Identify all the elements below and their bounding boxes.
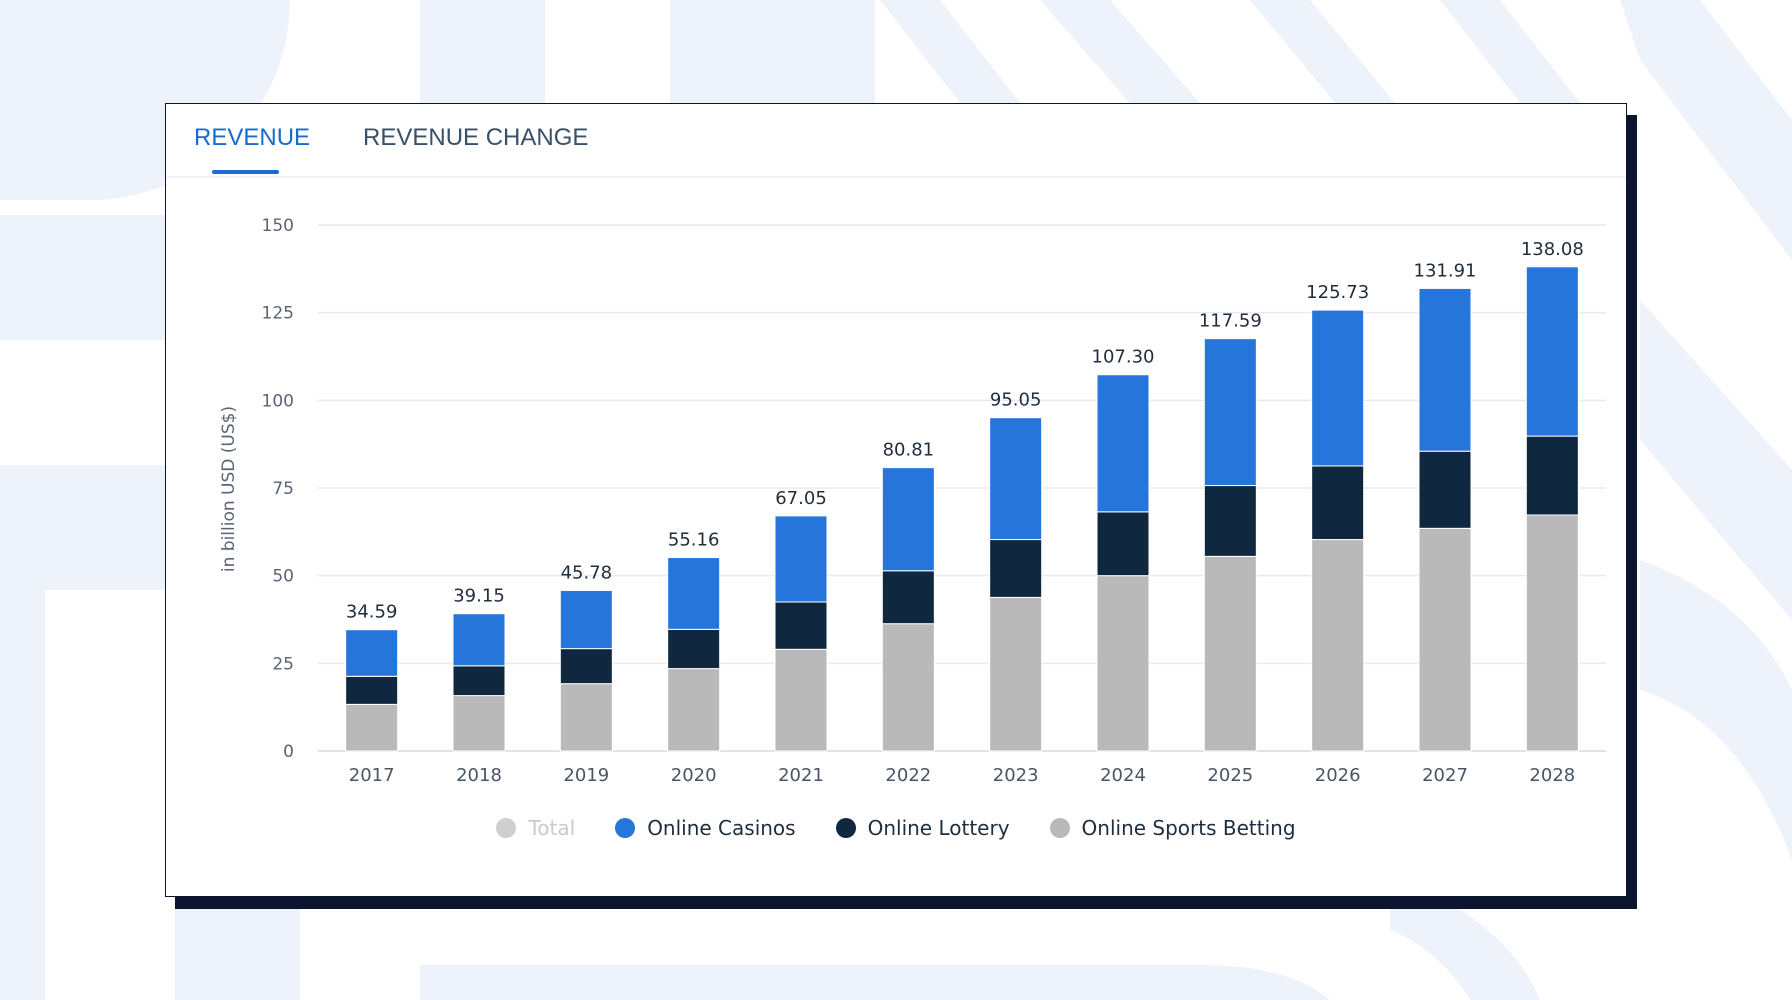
bar-online-sports-betting-2021[interactable]: [774, 648, 828, 752]
legend-dot-online-lottery: [835, 818, 856, 838]
bar-online-casinos-2025[interactable]: [1203, 338, 1257, 487]
total-label-2023: 95.05: [990, 390, 1042, 411]
revenue-bar-chart: 0 25 50 75 100 125 150 in billion USD (US$) 20…: [219, 216, 1606, 786]
tab-revenue[interactable]: REVENUE: [194, 124, 311, 151]
bar-online-casinos-2028[interactable]: [1525, 266, 1579, 437]
y-tick-0: 0: [283, 742, 294, 762]
bar-online-casinos-2017[interactable]: [345, 629, 399, 677]
legend-label-online-sports-betting: Online Sports Betting: [1081, 816, 1296, 840]
y-tick-25: 25: [272, 654, 294, 674]
bar-online-casinos-2021[interactable]: [774, 515, 828, 603]
bar-online-sports-betting-2026[interactable]: [1311, 539, 1365, 752]
bar-online-casinos-2018[interactable]: [452, 613, 506, 667]
x-tick-2025: 2025: [1207, 765, 1253, 786]
legend-label-online-casinos: Online Casinos: [647, 816, 796, 840]
bar-online-lottery-2028[interactable]: [1525, 435, 1579, 516]
legend-dot-online-sports-betting: [1049, 818, 1070, 838]
y-tick-125: 125: [262, 304, 294, 324]
legend: Total Online Casinos Online Lottery Onli…: [166, 813, 1626, 843]
bar-online-sports-betting-2020[interactable]: [667, 668, 721, 752]
total-label-2017: 34.59: [346, 602, 398, 623]
bars: [345, 266, 1579, 752]
legend-item-online-sports-betting[interactable]: Online Sports Betting: [1049, 816, 1296, 840]
y-axis-title: in billion USD (US$): [219, 406, 239, 572]
x-tick-2021: 2021: [778, 765, 824, 786]
y-tick-50: 50: [272, 567, 294, 587]
bar-online-sports-betting-2028[interactable]: [1525, 514, 1579, 752]
bar-online-sports-betting-2022[interactable]: [881, 623, 935, 752]
bar-online-lottery-2025[interactable]: [1203, 485, 1257, 557]
bar-online-casinos-2027[interactable]: [1418, 287, 1472, 452]
bar-online-sports-betting-2025[interactable]: [1203, 555, 1257, 752]
bar-online-sports-betting-2024[interactable]: [1096, 575, 1150, 752]
bar-online-lottery-2024[interactable]: [1096, 511, 1150, 577]
total-label-2026: 125.73: [1306, 282, 1369, 303]
chart-card: REVENUE REVENUE CHANGE 0 25 50 75 100 125 150 …: [165, 103, 1627, 897]
total-label-2020: 55.16: [668, 530, 720, 551]
tab-revenue-change[interactable]: REVENUE CHANGE: [363, 124, 589, 151]
y-tick-150: 150: [262, 216, 294, 236]
active-tab-indicator: [212, 170, 279, 174]
total-labels: 34.59 39.15 45.78 55.16 67.05 80.81 95.05 107.3…: [346, 239, 1584, 623]
x-tick-2023: 2023: [993, 765, 1039, 786]
bar-online-lottery-2022[interactable]: [881, 570, 935, 625]
x-tick-2017: 2017: [349, 765, 395, 786]
legend-dot-total: [496, 818, 517, 838]
total-label-2021: 67.05: [775, 488, 827, 509]
bar-online-lottery-2018[interactable]: [452, 665, 506, 697]
x-tick-2019: 2019: [563, 765, 609, 786]
legend-item-online-lottery[interactable]: Online Lottery: [835, 816, 1010, 840]
y-tick-100: 100: [262, 391, 294, 411]
legend-label-online-lottery: Online Lottery: [867, 816, 1010, 840]
y-tick-75: 75: [272, 479, 294, 499]
bar-online-casinos-2020[interactable]: [667, 557, 721, 630]
bar-online-lottery-2017[interactable]: [345, 675, 399, 705]
bar-online-sports-betting-2023[interactable]: [989, 596, 1043, 752]
total-label-2024: 107.30: [1092, 347, 1155, 368]
bar-online-sports-betting-2027[interactable]: [1418, 527, 1472, 752]
tab-bar: REVENUE REVENUE CHANGE: [166, 104, 1626, 178]
legend-label-total: Total: [528, 816, 576, 840]
bar-online-lottery-2026[interactable]: [1311, 465, 1365, 541]
bar-online-lottery-2020[interactable]: [667, 628, 721, 670]
x-tick-2022: 2022: [885, 765, 931, 786]
total-label-2028: 138.08: [1521, 239, 1584, 260]
x-tick-2020: 2020: [671, 765, 717, 786]
x-tick-2018: 2018: [456, 765, 502, 786]
total-label-2025: 117.59: [1199, 311, 1262, 332]
bar-online-lottery-2021[interactable]: [774, 601, 828, 650]
y-axis-ticks: 0 25 50 75 100 125 150: [262, 216, 294, 762]
bar-online-sports-betting-2018[interactable]: [452, 695, 506, 752]
bar-online-casinos-2019[interactable]: [559, 589, 613, 650]
bar-online-lottery-2023[interactable]: [989, 539, 1043, 598]
bar-online-casinos-2022[interactable]: [881, 467, 935, 572]
x-tick-2027: 2027: [1422, 765, 1468, 786]
x-tick-2024: 2024: [1100, 765, 1146, 786]
legend-item-total[interactable]: Total: [496, 816, 575, 840]
bar-online-sports-betting-2017[interactable]: [345, 703, 399, 752]
total-label-2019: 45.78: [561, 562, 613, 583]
gridlines: [318, 224, 1606, 752]
x-tick-2026: 2026: [1315, 765, 1361, 786]
total-label-2018: 39.15: [453, 586, 505, 607]
legend-dot-online-casinos: [615, 818, 636, 838]
legend-item-online-casinos[interactable]: Online Casinos: [615, 816, 796, 840]
x-axis-ticks: 2017 2018 2019 2020 2021 2022 2023 2024 2025 2026…: [349, 765, 1575, 786]
bar-online-sports-betting-2019[interactable]: [559, 683, 613, 752]
bar-online-casinos-2023[interactable]: [989, 417, 1043, 541]
bar-online-casinos-2024[interactable]: [1096, 374, 1150, 513]
total-label-2027: 131.91: [1414, 260, 1477, 281]
bar-online-casinos-2026[interactable]: [1311, 309, 1365, 467]
bar-online-lottery-2019[interactable]: [559, 648, 613, 685]
x-tick-2028: 2028: [1529, 765, 1575, 786]
bar-online-lottery-2027[interactable]: [1418, 450, 1472, 529]
total-label-2022: 80.81: [883, 440, 935, 461]
